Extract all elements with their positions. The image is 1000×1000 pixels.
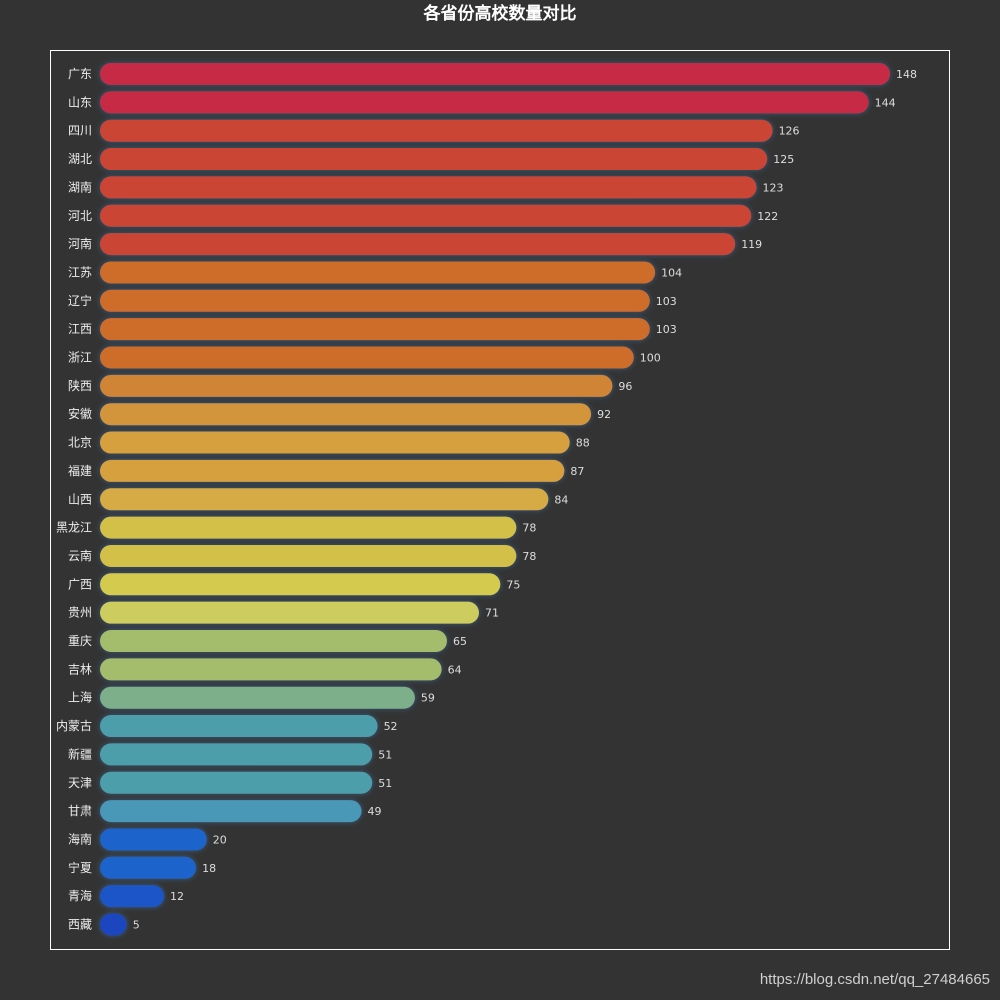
bar-内蒙古	[100, 715, 378, 738]
category-label: 河南	[68, 236, 92, 251]
bar-云南	[100, 544, 517, 567]
value-label: 103	[656, 323, 677, 336]
value-label: 88	[576, 437, 590, 450]
category-label: 天津	[68, 776, 92, 790]
value-label: 84	[554, 493, 568, 506]
value-label: 96	[618, 380, 632, 393]
bar-广东	[100, 63, 890, 85]
category-label: 宁夏	[68, 860, 92, 875]
value-label: 75	[506, 578, 520, 591]
watermark-text: https://blog.csdn.net/qq_27484665	[759, 971, 990, 988]
value-label: 59	[421, 692, 435, 705]
value-label: 64	[448, 663, 462, 676]
bar-重庆	[100, 630, 447, 652]
value-label: 144	[875, 96, 896, 109]
category-label: 西藏	[68, 918, 92, 932]
category-label: 新疆	[68, 746, 92, 761]
value-label: 5	[133, 919, 140, 932]
bar-吉林	[100, 658, 442, 681]
category-label: 河北	[68, 209, 92, 223]
bar-江苏	[100, 261, 656, 284]
value-label: 51	[378, 748, 392, 761]
plot-frame	[50, 50, 950, 950]
value-label: 126	[779, 125, 800, 138]
bar-山东	[100, 91, 869, 114]
category-label: 北京	[68, 436, 92, 450]
bar-山西	[100, 488, 549, 511]
bar-黑龙江	[100, 516, 517, 539]
bar-天津	[100, 771, 373, 794]
bar-北京	[100, 431, 570, 454]
category-label: 云南	[68, 548, 92, 563]
category-label: 广东	[68, 67, 92, 81]
category-label: 四川	[68, 124, 92, 138]
category-label: 甘肃	[68, 804, 92, 818]
category-label: 湖南	[68, 179, 92, 194]
bar-西藏	[100, 913, 127, 936]
value-label: 123	[763, 181, 784, 194]
bar-新疆	[100, 743, 373, 766]
bar-四川	[100, 119, 773, 142]
bar-青海	[100, 885, 165, 908]
category-label: 黑龙江	[56, 521, 92, 535]
bar-安徽	[100, 403, 592, 426]
category-label: 陕西	[68, 378, 92, 393]
value-label: 71	[485, 607, 499, 620]
category-label: 内蒙古	[56, 718, 92, 733]
bar-甘肃	[100, 800, 362, 823]
category-label: 重庆	[68, 634, 92, 648]
value-label: 92	[597, 408, 611, 421]
value-label: 122	[757, 210, 778, 223]
value-label: 52	[384, 720, 398, 733]
category-label: 山西	[68, 492, 92, 506]
bar-湖南	[100, 176, 757, 199]
category-label: 江苏	[68, 265, 92, 279]
bar-江西	[100, 318, 650, 341]
bar-河北	[100, 204, 752, 227]
value-label: 78	[522, 522, 536, 535]
value-label: 78	[522, 550, 536, 563]
category-label: 福建	[68, 463, 92, 478]
bar-海南	[100, 828, 207, 851]
value-label: 18	[202, 862, 216, 875]
category-label: 青海	[68, 888, 92, 903]
category-label: 江西	[68, 322, 92, 336]
value-label: 148	[896, 68, 917, 81]
category-label: 安徽	[68, 406, 92, 421]
bar-广西	[100, 573, 501, 596]
bar-上海	[100, 686, 415, 709]
value-label: 104	[661, 266, 682, 279]
chart-title: 各省份高校数量对比	[423, 4, 577, 24]
category-label: 海南	[68, 831, 92, 846]
category-label: 辽宁	[68, 293, 92, 308]
category-label: 浙江	[68, 351, 92, 365]
bar-宁夏	[100, 856, 197, 879]
category-label: 山东	[68, 95, 92, 109]
value-label: 20	[213, 833, 227, 846]
category-label: 上海	[68, 690, 92, 705]
value-label: 49	[368, 805, 382, 818]
value-label: 100	[640, 352, 661, 365]
value-label: 119	[741, 238, 762, 251]
category-label: 广西	[68, 577, 92, 591]
bar-贵州	[100, 601, 479, 624]
bar-陕西	[100, 374, 613, 397]
bar-湖北	[100, 148, 768, 171]
value-label: 12	[170, 890, 184, 903]
value-label: 51	[378, 777, 392, 790]
bar-福建	[100, 459, 565, 482]
bar-辽宁	[100, 289, 650, 312]
value-label: 103	[656, 295, 677, 308]
category-label: 贵州	[68, 606, 92, 620]
bar-浙江	[100, 346, 634, 369]
bar-河南	[100, 233, 736, 256]
category-label: 湖北	[68, 151, 92, 166]
value-label: 87	[570, 465, 584, 478]
category-label: 吉林	[68, 662, 92, 676]
value-label: 125	[773, 153, 794, 166]
value-label: 65	[453, 635, 467, 648]
